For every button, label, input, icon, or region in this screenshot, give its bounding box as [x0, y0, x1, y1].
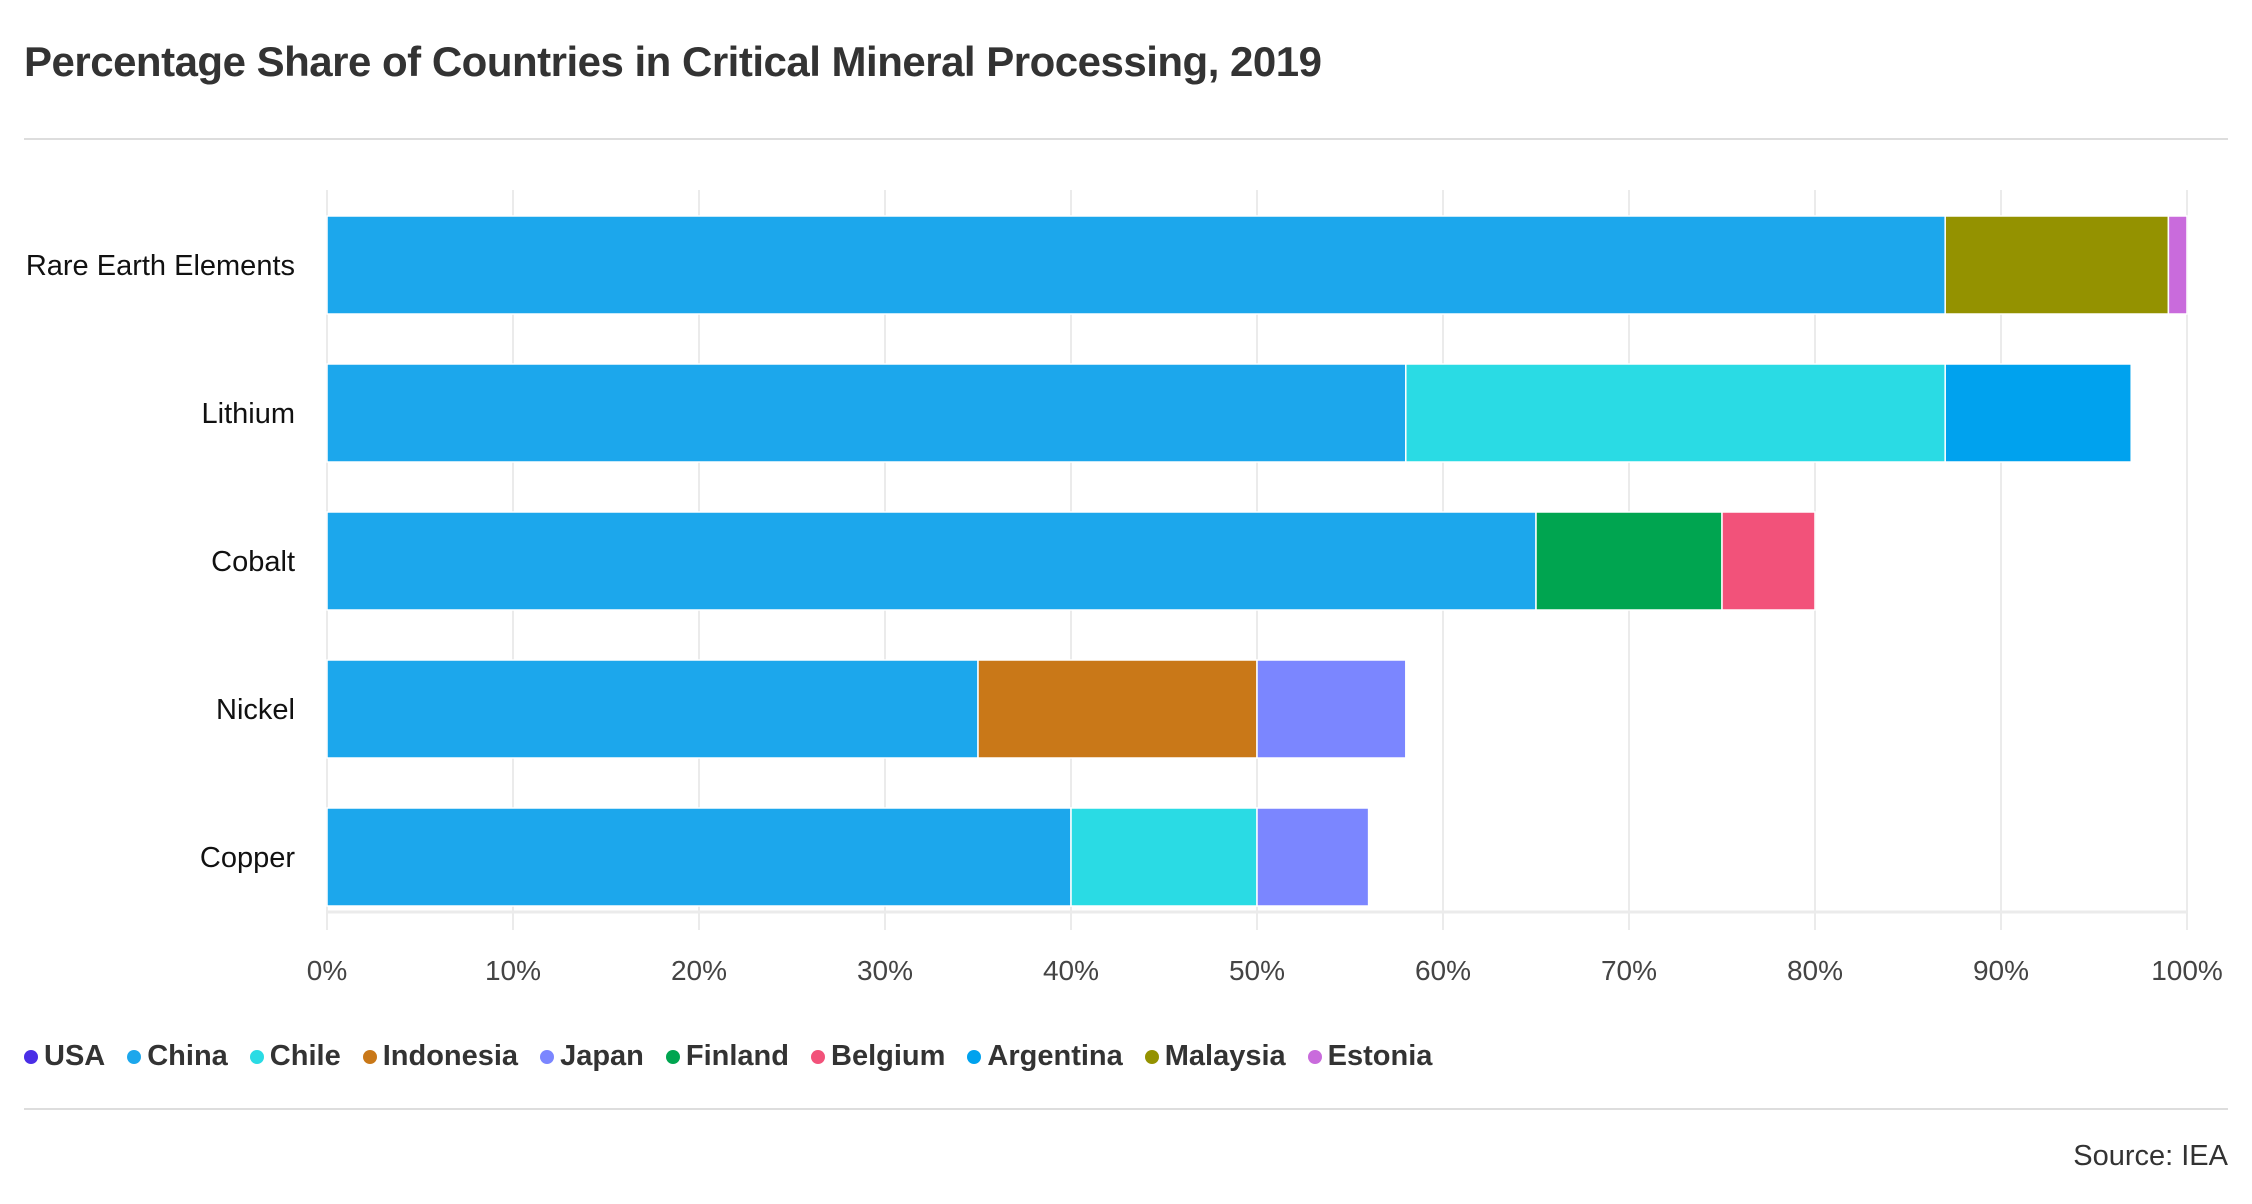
footer-divider: [24, 1108, 2228, 1110]
x-tick-label: 100%: [2151, 955, 2223, 986]
legend-dot-icon: [1307, 1049, 1322, 1064]
title-divider: [24, 138, 2228, 140]
bar-segment-china-copper[interactable]: [326, 807, 1072, 907]
x-tick-label: 20%: [671, 955, 727, 986]
legend-label: Malaysia: [1164, 1040, 1286, 1072]
bar-segment-china-rare-earth-elements[interactable]: [326, 215, 1946, 315]
legend-label: USA: [44, 1040, 106, 1072]
x-tick-label: 60%: [1415, 955, 1471, 986]
legend-label: China: [147, 1040, 228, 1072]
legend-item-chile[interactable]: Chile: [249, 1040, 341, 1073]
legend-label: Argentina: [987, 1040, 1123, 1072]
x-tick-label: 90%: [1973, 955, 2029, 986]
y-category-label: Nickel: [216, 694, 295, 726]
legend-item-argentina[interactable]: Argentina: [967, 1040, 1123, 1073]
legend-item-finland[interactable]: Finland: [665, 1040, 789, 1073]
legend: USA China Chile Indonesia Japan Finland Belgiu…: [24, 1040, 1454, 1073]
legend-item-estonia[interactable]: Estonia: [1307, 1040, 1433, 1073]
source-note: Source: IEA: [2073, 1140, 2228, 1172]
legend-label: Finland: [685, 1040, 789, 1072]
legend-label: Estonia: [1327, 1040, 1433, 1072]
x-tick-label: 40%: [1043, 955, 1099, 986]
bars: [326, 215, 2188, 907]
y-category-label: Rare Earth Elements: [26, 250, 295, 282]
chart-title: Percentage Share of Countries in Critica…: [24, 38, 1322, 85]
legend-label: Chile: [269, 1040, 341, 1072]
bar-segment-finland-cobalt[interactable]: [1535, 511, 1723, 611]
legend-item-malaysia[interactable]: Malaysia: [1144, 1040, 1286, 1073]
legend-label: Indonesia: [382, 1040, 519, 1072]
bar-segment-malaysia-rare-earth-elements[interactable]: [1944, 215, 2170, 315]
legend-dot-icon: [362, 1049, 377, 1064]
x-tick-label: 80%: [1787, 955, 1843, 986]
bar-segment-indonesia-nickel[interactable]: [977, 659, 1258, 759]
y-category-label: Lithium: [202, 398, 296, 430]
legend-dot-icon: [967, 1049, 982, 1064]
legend-dot-icon: [249, 1049, 264, 1064]
bar-segment-chile-copper[interactable]: [1070, 807, 1258, 907]
legend-dot-icon: [811, 1049, 825, 1064]
bar-segment-japan-copper[interactable]: [1256, 807, 1370, 907]
legend-dot-icon: [127, 1049, 142, 1064]
x-tick-label: 0%: [307, 955, 347, 986]
x-tick-label: 30%: [857, 955, 913, 986]
legend-dot-icon: [540, 1049, 555, 1064]
y-category-label: Copper: [200, 842, 295, 874]
legend-item-japan[interactable]: Japan: [540, 1040, 644, 1073]
bar-segment-argentina-lithium[interactable]: [1944, 363, 2132, 463]
legend-dot-icon: [665, 1049, 680, 1064]
legend-dot-icon: [24, 1049, 38, 1064]
x-axis-labels: 0% 10% 20% 30% 40% 50% 60% 70% 80% 90% 100%: [307, 955, 2223, 986]
bar-segment-chile-lithium[interactable]: [1405, 363, 1946, 463]
legend-item-usa[interactable]: USA: [24, 1040, 105, 1073]
bar-segment-estonia-rare-earth-elements[interactable]: [2167, 215, 2188, 315]
x-tick-label: 10%: [485, 955, 541, 986]
x-tick-label: 50%: [1229, 955, 1285, 986]
legend-label: Japan: [560, 1040, 644, 1072]
bar-chart: Rare Earth Elements Lithium Cobalt Nickel Co…: [26, 190, 2223, 986]
y-category-label: Cobalt: [211, 546, 295, 578]
bar-segment-china-lithium[interactable]: [326, 363, 1407, 463]
legend-item-belgium[interactable]: Belgium: [811, 1040, 945, 1073]
legend-dot-icon: [1144, 1049, 1159, 1064]
bar-segment-china-cobalt[interactable]: [326, 511, 1537, 611]
legend-item-china[interactable]: China: [127, 1040, 228, 1073]
x-tick-label: 70%: [1601, 955, 1657, 986]
legend-item-indonesia[interactable]: Indonesia: [362, 1040, 519, 1073]
y-axis-labels: Rare Earth Elements Lithium Cobalt Nickel Co…: [26, 250, 296, 874]
bar-segment-japan-nickel[interactable]: [1256, 659, 1407, 759]
legend-label: Belgium: [831, 1040, 946, 1072]
bar-segment-china-nickel[interactable]: [326, 659, 979, 759]
bar-segment-belgium-cobalt[interactable]: [1721, 511, 1816, 611]
